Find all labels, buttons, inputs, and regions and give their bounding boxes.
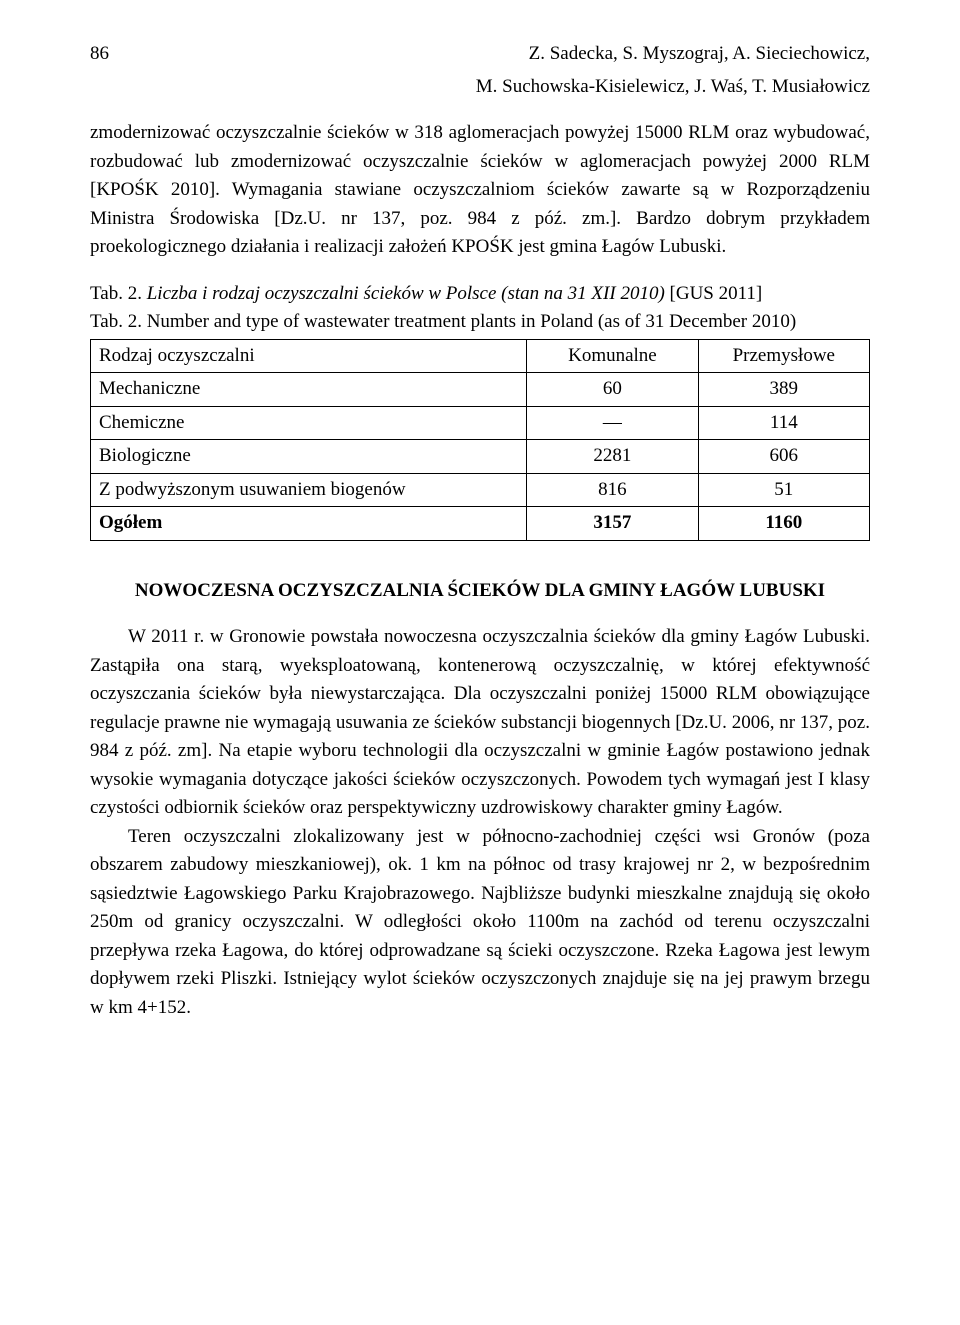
table-row: Biologiczne 2281 606 [91,440,870,474]
caption-pl-text: Liczba i rodzaj oczyszczalni ścieków w P… [147,283,665,304]
table-cell: 606 [698,440,869,474]
authors-line2: M. Suchowska-Kisielewicz, J. Waś, T. Mus… [90,73,870,102]
table-header-cell: Komunalne [527,339,698,373]
section-heading: NOWOCZESNA OCZYSZCZALNIA ŚCIEKÓW DLA GMI… [90,577,870,606]
table-caption-en: Tab. 2. Number and type of wastewater tr… [90,308,870,337]
table-cell: 2281 [527,440,698,474]
table-caption-pl: Tab. 2. Liczba i rodzaj oczyszczalni ści… [90,280,870,309]
body-paragraph: zmodernizować oczyszczalnie ścieków w 31… [90,119,870,262]
table-cell: 1160 [698,507,869,541]
table-header-row: Rodzaj oczyszczalni Komunalne Przemysłow… [91,339,870,373]
table-row: Chemiczne — 114 [91,406,870,440]
page-number: 86 [90,40,109,69]
table-header-cell: Przemysłowe [698,339,869,373]
authors-line1: Z. Sadecka, S. Myszograj, A. Sieciechowi… [529,40,870,69]
caption-pl-prefix: Tab. 2. [90,283,147,304]
table-row: Z podwyższonym usuwaniem biogenów 816 51 [91,473,870,507]
paragraph-2: Teren oczyszczalni zlokalizowany jest w … [90,823,870,1023]
paragraph-1: W 2011 r. w Gronowie powstała nowoczesna… [90,623,870,823]
table-cell: Ogółem [91,507,527,541]
table-cell: 816 [527,473,698,507]
table-total-row: Ogółem 3157 1160 [91,507,870,541]
table-header-cell: Rodzaj oczyszczalni [91,339,527,373]
table-cell: 60 [527,373,698,407]
table-cell: Chemiczne [91,406,527,440]
table-cell: 389 [698,373,869,407]
table-cell: Biologiczne [91,440,527,474]
table-cell: 114 [698,406,869,440]
wastewater-table: Rodzaj oczyszczalni Komunalne Przemysłow… [90,339,870,541]
caption-pl-suffix: [GUS 2011] [665,283,762,304]
table-cell: 3157 [527,507,698,541]
table-cell: Mechaniczne [91,373,527,407]
table-row: Mechaniczne 60 389 [91,373,870,407]
table-cell: — [527,406,698,440]
table-cell: Z podwyższonym usuwaniem biogenów [91,473,527,507]
table-cell: 51 [698,473,869,507]
